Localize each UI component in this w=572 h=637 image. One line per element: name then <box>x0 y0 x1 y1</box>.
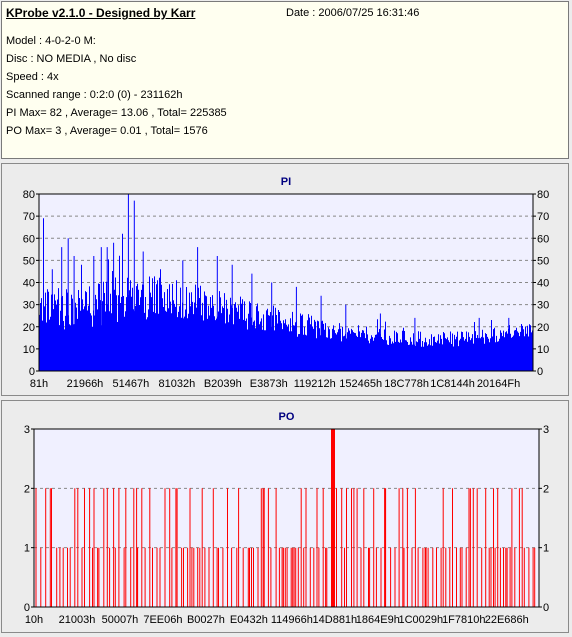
plot-area <box>34 429 539 607</box>
pi-chart-panel: PI 0 0 10 10 20 20 30 30 40 40 50 50 60 60 70 70 80 80 81h 2… <box>1 163 569 396</box>
x-tick-label: 20164Fh <box>477 378 520 390</box>
y-tick-right: 20 <box>537 322 549 334</box>
x-tick-label: 50007h <box>102 614 139 626</box>
scan-date: Date : 2006/07/25 16:31:46 <box>286 7 420 19</box>
y-tick-left: 80 <box>23 189 35 201</box>
po-chart-title: PO <box>279 411 295 423</box>
x-tick-label: 81032h <box>159 378 196 390</box>
x-tick-label: 14D881h <box>313 614 358 626</box>
model-line: Model : 4-0-2-0 M: <box>6 35 96 47</box>
pi-summary-line: PI Max= 82 , Average= 13.06 , Total= 225… <box>6 107 227 119</box>
po-summary-line: PO Max= 3 , Average= 0.01 , Total= 1576 <box>6 125 208 137</box>
po-series <box>35 488 536 607</box>
y-tick-right: 0 <box>537 366 543 378</box>
x-tick-label: 7EE06h <box>143 614 182 626</box>
x-tick-label: 114966h <box>271 614 313 626</box>
x-tick-label: 21966h <box>67 378 104 390</box>
info-panel: KProbe v2.1.0 - Designed by Karr Date : … <box>1 1 569 159</box>
y-tick-right: 0 <box>543 602 549 614</box>
x-tick-label: E3873h <box>250 378 288 390</box>
x-tick-label: 10h <box>25 614 43 626</box>
speed-line: Speed : 4x <box>6 71 59 83</box>
y-tick-left: 20 <box>23 322 35 334</box>
y-tick-left: 0 <box>24 602 30 614</box>
x-tick-label: 1C0029h <box>398 614 443 626</box>
y-tick-right: 1 <box>543 543 549 555</box>
x-tick-label: E0432h <box>230 614 268 626</box>
app-title: KProbe v2.1.0 - Designed by Karr <box>6 6 196 20</box>
x-tick-label: B0027h <box>187 614 225 626</box>
y-tick-right: 30 <box>537 300 549 312</box>
x-tick-label: 18C778h <box>384 378 429 390</box>
disc-line: Disc : NO MEDIA , No disc <box>6 53 137 65</box>
po-chart: PO 0 0 1 1 2 2 3 3 10h 21003h 50007h 7EE06h B0027h E04… <box>24 411 549 626</box>
x-tick-label: 119212h <box>294 378 336 390</box>
y-tick-right: 40 <box>537 278 549 290</box>
x-tick-label: 1C8144h <box>430 378 475 390</box>
y-tick-right: 10 <box>537 344 549 356</box>
y-tick-left: 40 <box>23 278 35 290</box>
y-tick-left: 2 <box>24 483 30 495</box>
scanned-range-line: Scanned range : 0:2:0 (0) - 231162h <box>6 89 183 101</box>
plot-border <box>33 428 540 608</box>
po-chart-panel: PO 0 0 1 1 2 2 3 3 10h 21003h 50007h 7EE06h B0027h E04… <box>1 400 569 633</box>
y-tick-right: 3 <box>543 424 549 436</box>
x-tick-label: 81h <box>30 378 48 390</box>
y-tick-right: 80 <box>537 189 549 201</box>
pi-chart: PI 0 0 10 10 20 20 30 30 40 40 50 50 60 60 70 70 80 80 81h 2… <box>23 176 550 390</box>
y-tick-left: 1 <box>24 543 30 555</box>
y-tick-left: 0 <box>29 366 35 378</box>
x-tick-label: B2039h <box>204 378 242 390</box>
y-tick-left: 10 <box>23 344 35 356</box>
y-tick-left: 50 <box>23 255 35 267</box>
pi-chart-title: PI <box>281 176 291 188</box>
po-peak-bar <box>331 429 335 607</box>
y-tick-right: 2 <box>543 483 549 495</box>
y-tick-left: 60 <box>23 233 35 245</box>
y-tick-left: 30 <box>23 300 35 312</box>
x-tick-label: 1F7810h <box>442 614 485 626</box>
plot-border <box>38 193 534 372</box>
x-tick-label: 1864E9h <box>356 614 400 626</box>
y-tick-left: 3 <box>24 424 30 436</box>
x-tick-label: 21003h <box>59 614 96 626</box>
x-tick-label: 22E686h <box>485 614 529 626</box>
x-tick-label: 51467h <box>113 378 150 390</box>
y-tick-right: 70 <box>537 211 549 223</box>
y-tick-right: 60 <box>537 233 549 245</box>
y-tick-left: 70 <box>23 211 35 223</box>
x-tick-label: 152465h <box>339 378 382 390</box>
y-tick-right: 50 <box>537 255 549 267</box>
